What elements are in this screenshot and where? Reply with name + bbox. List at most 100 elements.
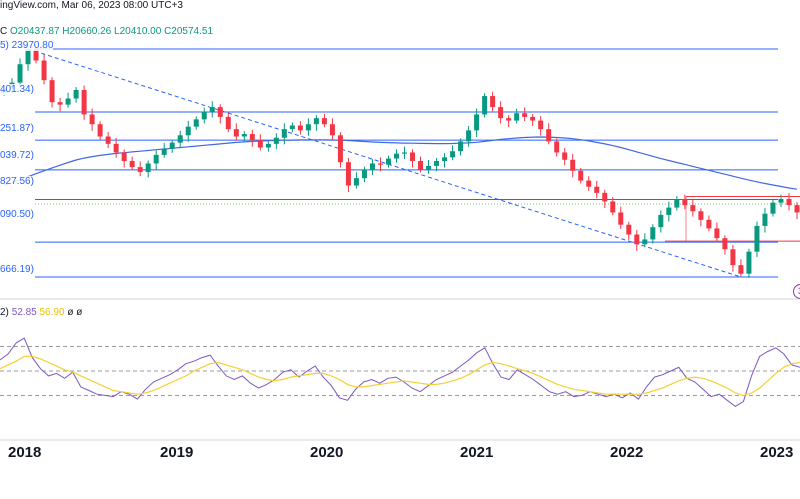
rsi-lines xyxy=(0,337,800,408)
candle-body-65 xyxy=(522,113,528,117)
candle-body-10 xyxy=(81,89,87,115)
candle-body-89 xyxy=(714,228,720,239)
rsi-ma-value: 56.90 xyxy=(39,307,65,318)
ohlc-legend: C O20437.87 H20660.26 L20410.00 C20574.5… xyxy=(0,26,213,37)
candle-body-67 xyxy=(538,120,544,130)
candle-body-6 xyxy=(49,80,55,103)
candle-body-25 xyxy=(201,111,207,120)
candle-body-11 xyxy=(89,114,95,125)
candle-body-47 xyxy=(377,163,383,165)
x-tick-2020: 2020 xyxy=(310,444,344,461)
chart-header: ingView.com, Mar 06, 2023 08:00 UTC+3 xyxy=(0,0,183,11)
candle-body-7 xyxy=(57,102,63,105)
candle-body-59 xyxy=(474,114,480,131)
candle-body-19 xyxy=(153,154,159,164)
candle-body-70 xyxy=(562,152,568,160)
candle-body-85 xyxy=(682,198,688,206)
candle-body-38 xyxy=(305,124,311,131)
candle-body-21 xyxy=(169,142,175,149)
candle-body-52 xyxy=(418,161,424,170)
candle-body-4 xyxy=(33,49,39,61)
ohlc-close: C20574.51 xyxy=(164,26,214,37)
candle-body-24 xyxy=(193,119,199,127)
candle-body-40 xyxy=(321,118,327,125)
candle-body-28 xyxy=(225,116,231,130)
x-tick-2019: 2019 xyxy=(160,444,194,461)
candle-body-3 xyxy=(25,49,31,65)
fib-label-4: 827.56) xyxy=(0,176,34,187)
candle-body-39 xyxy=(313,118,319,125)
candle-body-74 xyxy=(594,186,600,193)
candle-body-69 xyxy=(554,141,560,153)
candle-body-92 xyxy=(738,265,744,274)
candle-body-27 xyxy=(217,107,223,117)
candle-body-93 xyxy=(746,251,752,274)
candle-body-41 xyxy=(329,124,335,136)
candle-body-53 xyxy=(426,165,432,170)
x-tick-2018: 2018 xyxy=(8,444,42,461)
candle-body-75 xyxy=(602,192,608,202)
candle-body-58 xyxy=(466,130,472,142)
rsi-extra-1: ø xyxy=(67,307,74,318)
candle-body-61 xyxy=(490,96,496,108)
candle-body-14 xyxy=(113,143,119,153)
candle-body-88 xyxy=(706,219,712,229)
candle-body-9 xyxy=(73,89,79,99)
candle-body-16 xyxy=(129,161,135,168)
candle-body-60 xyxy=(482,96,488,115)
rsi-series-line xyxy=(0,337,800,408)
candle-body-23 xyxy=(185,126,191,136)
candle-body-12 xyxy=(97,124,103,137)
candle-body-33 xyxy=(265,143,271,148)
ohlc-open: O20437.87 xyxy=(10,26,60,37)
candle-body-43 xyxy=(345,162,351,186)
candle-body-29 xyxy=(233,129,239,137)
fib-label-1: 401.34) xyxy=(0,84,34,95)
candle-body-77 xyxy=(618,212,624,225)
fib-label-2: 251.87) xyxy=(0,123,34,134)
candle-body-45 xyxy=(361,169,367,179)
candle-body-62 xyxy=(498,107,504,119)
candle-body-68 xyxy=(546,129,552,142)
candle-body-22 xyxy=(177,135,183,143)
candle-body-26 xyxy=(209,107,215,112)
candle-body-34 xyxy=(273,137,279,144)
fib-levels xyxy=(35,48,800,278)
fib-label-6: 666.19) xyxy=(0,264,34,275)
candle-body-91 xyxy=(730,249,736,266)
candle-body-8 xyxy=(65,98,71,105)
ohlc-prefix: C xyxy=(0,26,8,37)
candle-body-98 xyxy=(786,198,792,206)
candle-body-97 xyxy=(778,198,784,203)
candle-body-49 xyxy=(393,153,399,159)
rsi-ma-series-line xyxy=(0,355,800,397)
x-tick-2023: 2023 xyxy=(760,444,794,461)
rsi-levels xyxy=(0,346,800,396)
ma200-line xyxy=(3,136,798,190)
x-tick-2022: 2022 xyxy=(610,444,644,461)
candle-body-18 xyxy=(145,163,151,173)
candle-body-55 xyxy=(442,157,448,162)
candle-body-71 xyxy=(570,159,576,171)
ohlc-high: H20660.26 xyxy=(62,26,112,37)
candle-body-20 xyxy=(161,148,167,155)
candle-body-84 xyxy=(674,198,680,208)
candle-body-95 xyxy=(762,213,768,226)
candle-body-37 xyxy=(297,125,303,131)
rsi-prefix: 2) xyxy=(0,307,9,318)
candle-body-82 xyxy=(658,214,664,228)
candle-body-86 xyxy=(690,205,696,212)
candle-body-36 xyxy=(289,125,295,130)
candle-body-15 xyxy=(121,152,127,162)
trendline xyxy=(27,48,742,278)
rsi-legend: 2) 52.85 56.90 ø ø xyxy=(0,307,82,318)
candle-body-44 xyxy=(353,178,359,186)
x-tick-2021: 2021 xyxy=(460,444,494,461)
candle-body-2 xyxy=(17,64,23,83)
candles xyxy=(1,44,800,278)
ma200-path xyxy=(3,136,798,190)
candle-body-80 xyxy=(642,239,648,245)
candle-body-76 xyxy=(610,201,616,213)
trendline-dashed xyxy=(27,48,742,278)
